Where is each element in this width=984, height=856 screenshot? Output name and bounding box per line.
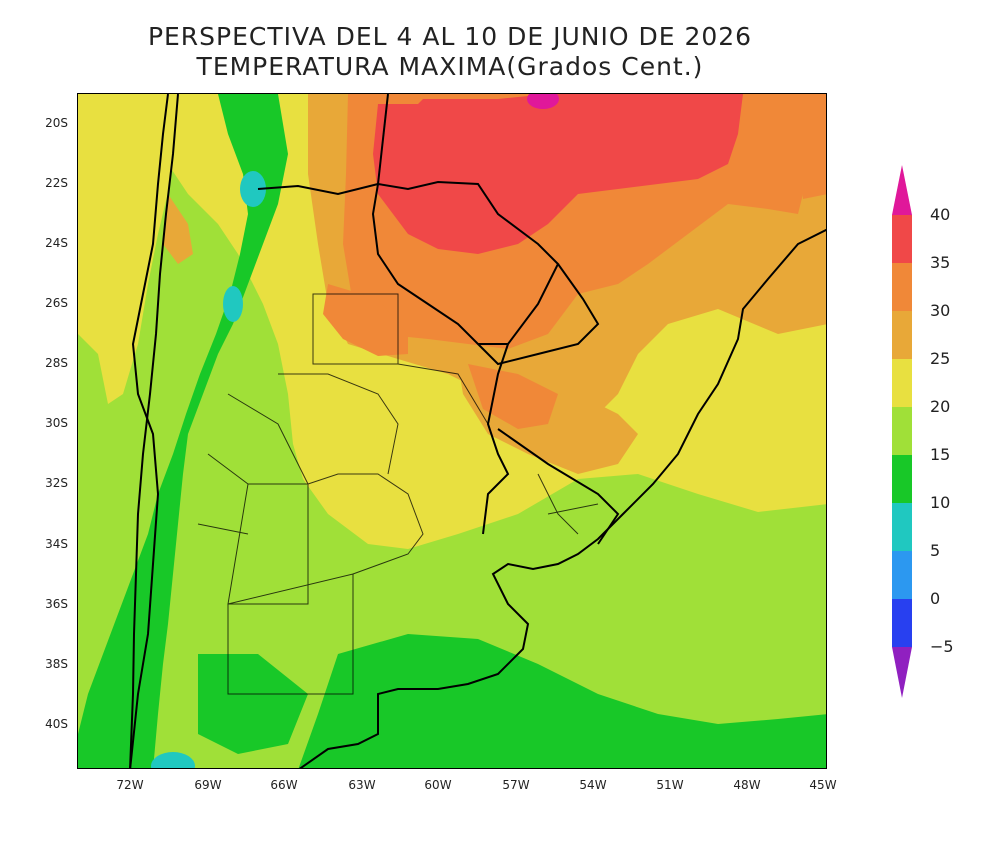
coastline <box>129 94 826 768</box>
colorbar <box>892 165 912 698</box>
colorbar-label: 40 <box>930 205 951 224</box>
colorbar-label: 15 <box>930 445 951 464</box>
colorbar-15-20 <box>892 407 912 455</box>
national-borders <box>129 94 620 768</box>
lat-label: 40S <box>45 717 68 731</box>
colorbar-35-40 <box>892 215 912 263</box>
lat-label: 22S <box>45 176 68 190</box>
provincial-borders <box>197 293 599 695</box>
lon-label: 57W <box>502 778 530 792</box>
colorbar-5-10 <box>892 503 912 551</box>
lat-label: 32S <box>45 476 68 490</box>
lat-label: 28S <box>45 356 68 370</box>
lon-label: 45W <box>809 778 837 792</box>
colorbar-below-m5 <box>892 647 912 698</box>
colorbar-label: 35 <box>930 253 951 272</box>
lat-label: 24S <box>45 236 68 250</box>
band-10-15 <box>198 654 308 754</box>
lon-label: 66W <box>270 778 298 792</box>
band-20-25 <box>78 94 173 404</box>
map-title: PERSPECTIVA DEL 4 AL 10 DE JUNIO DE 2026 <box>147 22 753 51</box>
temperature-map <box>77 93 827 769</box>
lon-label: 48W <box>733 778 761 792</box>
lon-label: 60W <box>424 778 452 792</box>
band-5-10 <box>240 171 266 207</box>
colorbar-label: 0 <box>930 589 941 608</box>
colorbar-above-40 <box>892 165 912 215</box>
map-subtitle: TEMPERATURA MAXIMA(Grados Cent.) <box>196 52 704 81</box>
colorbar-25-30 <box>892 311 912 359</box>
lat-label: 34S <box>45 537 68 551</box>
lat-label: 38S <box>45 657 68 671</box>
colorbar-label: 5 <box>930 541 941 560</box>
band-30-35 <box>798 114 826 199</box>
colorbar-label: 30 <box>930 301 951 320</box>
lat-label: 36S <box>45 597 68 611</box>
colorbar-20-25 <box>892 359 912 407</box>
band-above-40 <box>527 94 559 109</box>
lon-label: 69W <box>194 778 222 792</box>
lon-label: 51W <box>656 778 684 792</box>
band-25-30 <box>163 194 193 264</box>
lon-label: 54W <box>579 778 607 792</box>
band-10-15 <box>78 94 288 768</box>
lat-label: 30S <box>45 416 68 430</box>
colorbar-label: −5 <box>930 637 954 656</box>
map-svg <box>78 94 826 768</box>
lat-label: 20S <box>45 116 68 130</box>
band-35-40 <box>373 94 743 254</box>
lon-label: 72W <box>116 778 144 792</box>
colorbar-10-15 <box>892 455 912 503</box>
colorbar-label: 25 <box>930 349 951 368</box>
band-5-10 <box>223 286 243 322</box>
colorbar-label: 10 <box>930 493 951 512</box>
band-10-15 <box>298 634 826 768</box>
colorbar-label: 20 <box>930 397 951 416</box>
colorbar-30-35 <box>892 263 912 311</box>
band-5-10 <box>151 752 195 768</box>
lat-label: 26S <box>45 296 68 310</box>
colorbar-0-5 <box>892 551 912 599</box>
band-30-35 <box>323 284 408 356</box>
lon-label: 63W <box>348 778 376 792</box>
colorbar-m5-0 <box>892 599 912 647</box>
